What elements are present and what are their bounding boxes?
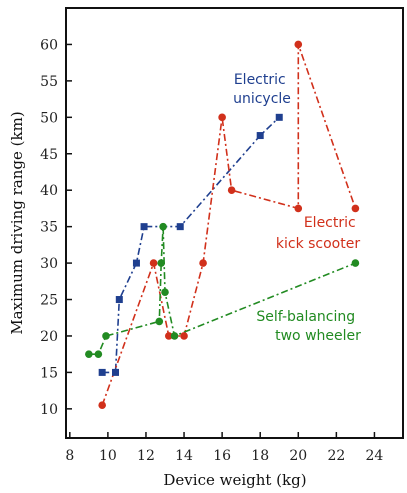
data-point-electric-unicycle — [115, 296, 123, 304]
y-tick-label: 10 — [40, 402, 58, 418]
x-tick-label: 18 — [251, 448, 269, 464]
x-tick-label: 24 — [366, 448, 384, 464]
data-point-electric-unicycle — [256, 132, 264, 140]
y-tick-label: 60 — [40, 37, 58, 53]
y-tick-label: 25 — [40, 293, 58, 309]
data-point-self-balancing-two-wheeler — [85, 350, 93, 358]
data-point-electric-kick-scooter — [165, 332, 173, 340]
data-point-electric-kick-scooter — [227, 186, 236, 195]
data-point-electric-kick-scooter — [218, 113, 226, 122]
data-point-electric-kick-scooter — [294, 40, 303, 49]
annotation-electric-kick-scooter: Electric kick scooter — [276, 215, 360, 252]
data-point-self-balancing-two-wheeler — [170, 332, 179, 340]
data-point-electric-unicycle — [140, 223, 148, 231]
data-point-self-balancing-two-wheeler — [102, 332, 110, 340]
data-point-self-balancing-two-wheeler — [155, 317, 164, 326]
x-tick-label: 8 — [65, 448, 74, 464]
data-point-electric-unicycle — [98, 368, 106, 376]
data-point-self-balancing-two-wheeler — [351, 259, 360, 267]
y-tick-label: 50 — [40, 110, 58, 126]
data-point-electric-unicycle — [132, 259, 140, 267]
data-point-self-balancing-two-wheeler — [161, 288, 169, 297]
data-point-electric-kick-scooter — [351, 204, 360, 213]
data-point-electric-kick-scooter — [149, 259, 158, 267]
data-point-electric-kick-scooter — [180, 332, 188, 340]
data-point-electric-kick-scooter — [294, 204, 303, 213]
y-tick-label: 20 — [40, 329, 58, 345]
x-tick-label: 20 — [289, 448, 307, 464]
plot-frame — [65, 7, 404, 439]
data-point-electric-kick-scooter — [199, 259, 207, 267]
y-tick-label: 35 — [40, 220, 58, 236]
x-axis-title: Device weight (kg) — [163, 471, 306, 489]
annotation-electric-unicycle: Electric unicycle — [233, 72, 291, 107]
y-axis-title: Maximum driving range (km) — [8, 111, 26, 334]
x-tick-label: 16 — [213, 448, 231, 464]
series-line-electric-unicycle — [102, 116, 280, 374]
y-tick-label: 40 — [40, 183, 58, 199]
annotation-self-balancing-two-wheeler: Self-balancing two wheeler — [256, 309, 361, 344]
x-tick-label: 22 — [327, 448, 345, 464]
data-point-electric-kick-scooter — [98, 401, 106, 410]
y-tick-label: 45 — [40, 147, 58, 163]
x-tick-label: 14 — [175, 448, 193, 464]
y-tick-label: 55 — [40, 74, 58, 90]
data-point-electric-unicycle — [275, 113, 283, 121]
data-point-self-balancing-two-wheeler — [157, 259, 165, 267]
y-tick-label: 15 — [40, 365, 58, 381]
data-point-electric-unicycle — [112, 368, 120, 376]
data-point-self-balancing-two-wheeler — [94, 350, 103, 358]
series-line-self-balancing-two-wheeler — [88, 226, 356, 356]
data-point-electric-unicycle — [176, 223, 184, 231]
y-tick-label: 30 — [40, 256, 58, 272]
x-tick-label: 10 — [99, 448, 117, 464]
data-point-self-balancing-two-wheeler — [159, 222, 167, 231]
x-tick-label: 12 — [137, 448, 155, 464]
